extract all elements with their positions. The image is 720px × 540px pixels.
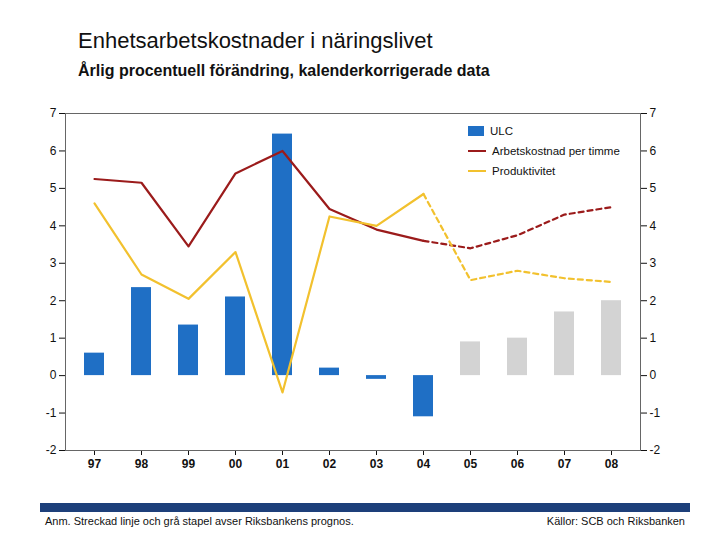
svg-text:3: 3 — [50, 256, 57, 270]
svg-text:04: 04 — [417, 457, 431, 471]
html-text:Årlig procentuell förändring,: Årlig procentuell förändring, kalenderko… — [78, 62, 490, 79]
svg-text:-1: -1 — [46, 406, 57, 420]
html-text:Enhetsarbetskostnader i näring: Enhetsarbetskostnader i näringslivet — [78, 28, 433, 53]
html-text:ULC: ULC — [490, 125, 513, 137]
svg-text:3: 3 — [650, 256, 657, 270]
html-text:Anm. Streckad linje och grå st: Anm. Streckad linje och grå stapel avser… — [45, 515, 354, 527]
svg-text:4: 4 — [50, 219, 57, 233]
svg-text:98: 98 — [135, 457, 149, 471]
svg-text:07: 07 — [558, 457, 572, 471]
svg-text:5: 5 — [50, 181, 57, 195]
svg-text:1: 1 — [50, 331, 57, 345]
svg-text:08: 08 — [605, 457, 619, 471]
html-text:Produktivitet: Produktivitet — [492, 165, 556, 177]
svg-text:-2: -2 — [46, 443, 57, 457]
svg-text:1: 1 — [650, 331, 657, 345]
svg-text:0: 0 — [50, 368, 57, 382]
svg-text:2: 2 — [650, 294, 657, 308]
svg-text:6: 6 — [650, 144, 657, 158]
svg-text:97: 97 — [88, 457, 102, 471]
svg-text:2: 2 — [50, 294, 57, 308]
svg-text:02: 02 — [323, 457, 337, 471]
svg-text:05: 05 — [464, 457, 478, 471]
svg-text:7: 7 — [650, 106, 657, 120]
svg-text:-1: -1 — [650, 406, 661, 420]
svg-text:99: 99 — [182, 457, 196, 471]
svg-text:4: 4 — [650, 219, 657, 233]
svg-text:00: 00 — [229, 457, 243, 471]
svg-text:06: 06 — [511, 457, 525, 471]
html-text:Källor: SCB och Riksbanken: Källor: SCB och Riksbanken — [546, 515, 685, 527]
svg-text:03: 03 — [370, 457, 384, 471]
svg-text:01: 01 — [276, 457, 290, 471]
html-text:Arbetskostnad per timme: Arbetskostnad per timme — [492, 145, 620, 157]
svg-text:5: 5 — [650, 181, 657, 195]
svg-text:-2: -2 — [650, 443, 661, 457]
svg-text:0: 0 — [650, 368, 657, 382]
svg-text:7: 7 — [50, 106, 57, 120]
svg-text:6: 6 — [50, 144, 57, 158]
